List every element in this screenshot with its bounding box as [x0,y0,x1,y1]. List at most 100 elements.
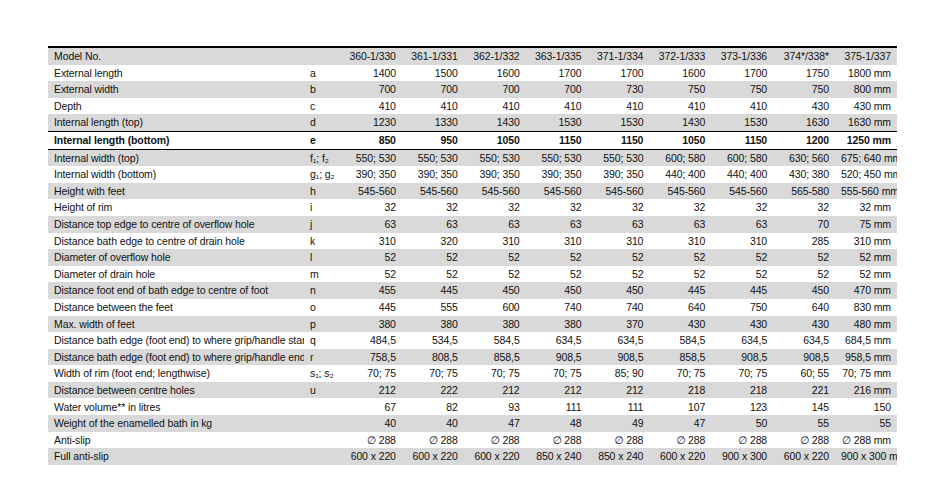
spec-value: 320 [402,233,464,250]
spec-value: 380 [464,316,526,333]
table-row: Distance bath edge to centre of drain ho… [48,233,897,250]
row-label: Distance bath edge (foot end) to where g… [48,349,304,366]
spec-value: 430; 380 [773,166,835,183]
spec-value: 534,5 [402,332,464,349]
spec-value: 445 [340,299,402,316]
spec-value: 450 [526,282,588,299]
spec-value: 634,5 [526,332,588,349]
table-row: Width of rim (foot end; lengthwise)s₁; s… [48,365,897,382]
spec-value: 750 [649,81,711,98]
spec-value: 1700 [526,65,588,82]
spec-value: 1150 [588,131,650,149]
spec-value: 63 [649,216,711,233]
spec-value: 430 [773,316,835,333]
spec-value: 1750 [773,65,835,82]
column-header: 375-1/337 [835,47,897,65]
spec-value: 40 [402,415,464,432]
spec-value: 550; 530 [464,149,526,166]
column-header: 372-1/333 [649,47,711,65]
spec-value: 52 [711,249,773,266]
spec-value: 555 [402,299,464,316]
spec-value: 565-580 [773,183,835,200]
table-row: Water volume** in litres6782931111111071… [48,398,897,415]
spec-value: 555-560 mm [835,183,897,200]
spec-value: 75 mm [835,216,897,233]
spec-value: 430 mm [835,98,897,115]
spec-value: 430 [649,316,711,333]
column-header: 371-1/334 [588,47,650,65]
spec-value: 218 [649,382,711,399]
dimension-code: h [304,183,340,200]
table-row: Height with feeth545-560545-560545-56054… [48,183,897,200]
spec-value: 310 [526,233,588,250]
spec-value: 107 [649,398,711,415]
row-label: Height of rim [48,199,304,216]
page: Model No. 360-1/330361-1/331362-1/332363… [0,0,944,483]
spec-value: 32 [773,199,835,216]
spec-value: 85; 90 [588,365,650,382]
spec-value: 52 [526,266,588,283]
table-row: Internal length (top)d123013301430153015… [48,114,897,131]
spec-value: 212 [340,382,402,399]
spec-value: 310 [340,233,402,250]
row-label: External width [48,81,304,98]
spec-value: 70; 75 [340,365,402,382]
spec-value: 32 [588,199,650,216]
row-label: Depth [48,98,304,115]
spec-table-container: Model No. 360-1/330361-1/331362-1/332363… [48,46,897,465]
spec-value: 370 [588,316,650,333]
spec-value: ∅ 288 [464,432,526,449]
spec-value: 545-560 [588,183,650,200]
spec-value: 40 [340,415,402,432]
spec-value: 640 [773,299,835,316]
row-label: Anti-slip [48,432,304,449]
spec-value: 1600 [464,65,526,82]
spec-value: 450 [464,282,526,299]
spec-value: 700 [402,81,464,98]
spec-value: 480 mm [835,316,897,333]
spec-value: 850 x 240 [526,448,588,465]
spec-table: Model No. 360-1/330361-1/331362-1/332363… [48,46,897,465]
spec-value: 750 [711,81,773,98]
spec-value: 410 [340,98,402,115]
spec-value: 470 mm [835,282,897,299]
spec-value: 634,5 [773,332,835,349]
spec-value: 390; 350 [526,166,588,183]
dimension-code: f₁; f₂ [304,149,340,166]
spec-value: 32 [340,199,402,216]
dimension-code: u [304,382,340,399]
spec-value: 63 [402,216,464,233]
spec-value: 600; 580 [649,149,711,166]
spec-value: 1050 [464,131,526,149]
spec-value: 484,5 [340,332,402,349]
spec-value: 70; 75 [649,365,711,382]
dimension-code: n [304,282,340,299]
spec-value: 410 [526,98,588,115]
spec-value: 430 [711,316,773,333]
spec-value: 63 [526,216,588,233]
spec-value: 1400 [340,65,402,82]
spec-value: 908,5 [711,349,773,366]
table-row: External widthb7007007007007307507507508… [48,81,897,98]
spec-value: 1430 [649,114,711,131]
spec-value: 740 [526,299,588,316]
spec-value: 410 [588,98,650,115]
dimension-code: l [304,249,340,266]
header-row: Model No. 360-1/330361-1/331362-1/332363… [48,47,897,65]
spec-value: 550; 530 [526,149,588,166]
spec-value: 52 [588,266,650,283]
spec-value: 310 [588,233,650,250]
spec-value: 67 [340,398,402,415]
dimension-code: c [304,98,340,115]
spec-value: 150 [835,398,897,415]
spec-value: 60; 55 [773,365,835,382]
spec-value: 410 [464,98,526,115]
spec-value: 70; 75 [464,365,526,382]
spec-value: 410 [649,98,711,115]
spec-value: 950 [402,131,464,149]
column-header: 362-1/332 [464,47,526,65]
row-label: Weight of the enamelled bath in kg [48,415,304,432]
spec-value: 430 [773,98,835,115]
spec-value: 32 [649,199,711,216]
dimension-code: a [304,65,340,82]
